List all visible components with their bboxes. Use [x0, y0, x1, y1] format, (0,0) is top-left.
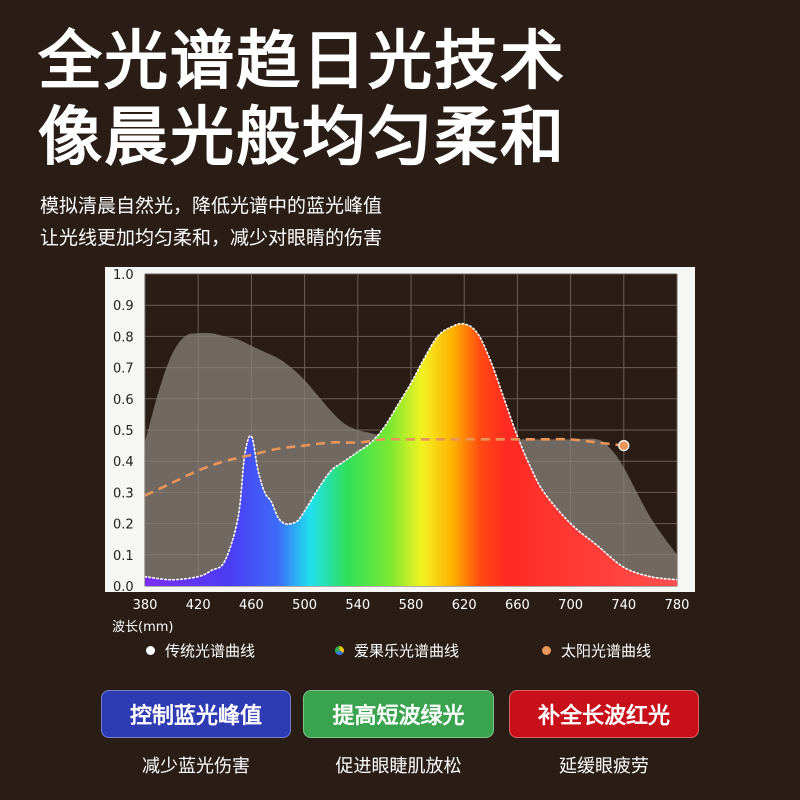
- x-axis-label: 波长(mm): [112, 620, 173, 634]
- badge-blue-light: 控制蓝光峰值: [101, 690, 291, 738]
- y-tick-label: 0.1: [113, 549, 134, 564]
- legend-dot-traditional: [146, 646, 155, 655]
- x-tick-label: 420: [186, 598, 211, 613]
- series-sunlight-end-marker: [618, 440, 630, 452]
- badge-green-light-caption: 促进眼睫肌放松: [335, 756, 462, 777]
- subtext: 模拟清晨自然光，降低光谱中的蓝光峰值 让光线更加均匀柔和，减少对眼睛的伤害: [40, 190, 382, 254]
- tick-labels: 380 420 460 500 540 580 620 660 700 740 780 0.0 0.1 0…: [113, 268, 689, 613]
- legend-dot-sunlight: [542, 646, 551, 655]
- legend-item-traditional: 传统光谱曲线: [146, 640, 255, 661]
- legend-label-aiguole: 爱果乐光谱曲线: [354, 642, 460, 660]
- x-tick-label: 700: [558, 598, 583, 613]
- y-tick-label: 0.5: [113, 424, 134, 439]
- badge-red-light: 补全长波红光: [509, 690, 699, 738]
- legend-item-sunlight: 太阳光谱曲线: [542, 640, 651, 661]
- y-tick-label: 0.3: [113, 486, 134, 501]
- y-tick-label: 0.7: [113, 362, 134, 377]
- x-tick-label: 660: [505, 598, 530, 613]
- x-tick-label: 460: [239, 598, 264, 613]
- y-tick-label: 0.4: [113, 455, 134, 470]
- x-tick-label: 580: [399, 598, 424, 613]
- y-tick-label: 0.2: [113, 518, 134, 533]
- badge-blue-light-caption: 减少蓝光伤害: [142, 756, 250, 777]
- x-tick-label: 780: [665, 598, 690, 613]
- headline-line-2: 像晨光般均匀柔和: [38, 101, 566, 175]
- legend-label-sunlight: 太阳光谱曲线: [561, 642, 652, 660]
- legend-label-traditional: 传统光谱曲线: [165, 642, 256, 660]
- legend-dot-aiguole: [335, 646, 344, 655]
- series-aiguole-outline: [145, 322, 677, 581]
- legend-item-aiguole: 爱果乐光谱曲线: [335, 640, 459, 661]
- subtext-line-1: 模拟清晨自然光，降低光谱中的蓝光峰值: [40, 195, 383, 217]
- headline: 全光谱趋日光技术 像晨光般均匀柔和: [38, 24, 566, 176]
- y-tick-label: 0.9: [113, 299, 134, 314]
- headline-line-1: 全光谱趋日光技术: [38, 25, 566, 99]
- series: [145, 322, 677, 586]
- subtext-line-2: 让光线更加均匀柔和，减少对眼睛的伤害: [40, 227, 383, 249]
- spectrum-chart: 380 420 460 500 540 580 620 660 700 740 780 0.0 0.1 0…: [105, 267, 695, 634]
- y-tick-label: 0.6: [113, 393, 134, 408]
- y-tick-label: 0.8: [113, 330, 134, 345]
- legend: 传统光谱曲线 爱果乐光谱曲线 太阳光谱曲线: [0, 640, 800, 664]
- x-tick-label: 540: [345, 598, 370, 613]
- badge-red-light-caption: 延缓眼疲劳: [559, 756, 649, 777]
- series-aiguole-area: [145, 323, 677, 586]
- x-tick-label: 740: [611, 598, 636, 613]
- y-tick-label: 0.0: [113, 580, 134, 595]
- series-sunlight-line: [145, 437, 624, 497]
- x-tick-label: 380: [133, 598, 158, 613]
- x-tick-label: 500: [292, 598, 317, 613]
- badge-green-light: 提高短波绿光: [303, 690, 494, 738]
- x-tick-label: 620: [452, 598, 477, 613]
- y-tick-label: 1.0: [113, 268, 134, 283]
